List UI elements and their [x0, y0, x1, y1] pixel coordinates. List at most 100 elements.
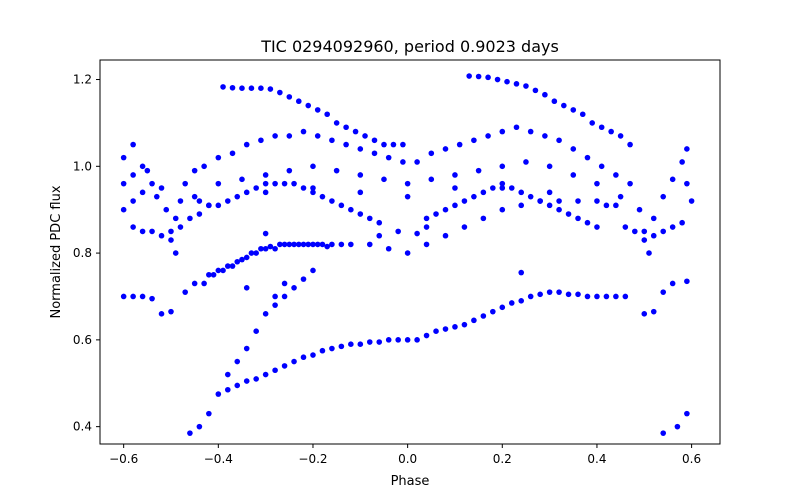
data-point: [504, 78, 510, 85]
data-point: [627, 141, 633, 148]
data-point: [314, 241, 321, 248]
data-point: [608, 128, 614, 135]
data-point: [603, 202, 610, 209]
data-point: [329, 241, 335, 248]
data-point: [319, 241, 326, 248]
data-point: [357, 211, 364, 217]
data-point: [291, 285, 297, 291]
data-point: [300, 354, 307, 361]
data-point: [310, 267, 316, 274]
data-point: [144, 167, 151, 174]
data-point: [461, 321, 468, 328]
data-point: [537, 291, 543, 298]
data-point: [684, 146, 690, 152]
data-point: [191, 167, 198, 174]
data-point: [281, 363, 288, 369]
data-point: [632, 228, 638, 235]
data-point: [452, 172, 458, 178]
data-point: [120, 206, 127, 213]
data-point: [253, 185, 259, 191]
data-point: [376, 339, 383, 345]
data-point: [300, 185, 307, 191]
data-point: [485, 74, 491, 81]
data-point: [272, 302, 278, 308]
data-point: [215, 180, 222, 187]
data-point: [366, 339, 373, 345]
data-point: [338, 202, 345, 209]
data-point: [224, 263, 231, 269]
data-point: [452, 202, 458, 209]
data-point: [617, 133, 624, 139]
data-point: [404, 337, 411, 343]
data-point: [338, 343, 345, 350]
data-point: [622, 293, 629, 300]
data-point: [433, 328, 439, 334]
data-point: [262, 245, 269, 252]
data-point: [523, 159, 529, 165]
data-point: [499, 180, 506, 187]
data-point: [603, 293, 610, 300]
data-point: [338, 241, 345, 248]
data-point: [267, 86, 274, 92]
y-tick-label: 0.4: [73, 420, 92, 434]
data-point: [130, 141, 136, 148]
data-point: [158, 185, 165, 191]
data-point: [594, 198, 600, 204]
data-point: [300, 241, 307, 248]
data-point: [215, 267, 222, 274]
data-point: [584, 219, 591, 226]
data-point: [333, 167, 340, 174]
data-point: [172, 250, 179, 256]
data-point: [660, 228, 667, 235]
data-point: [400, 159, 406, 165]
data-point: [428, 150, 435, 157]
data-point: [594, 293, 600, 300]
data-point: [153, 193, 160, 200]
data-point: [206, 410, 212, 417]
x-axis-label: Phase: [391, 474, 430, 489]
data-point: [120, 154, 127, 161]
data-point: [556, 206, 562, 213]
data-point: [305, 102, 312, 109]
data-point: [187, 215, 193, 222]
data-point: [201, 280, 207, 287]
data-point: [650, 232, 657, 239]
data-point: [376, 219, 383, 226]
data-point: [385, 154, 392, 161]
data-point: [480, 189, 487, 196]
data-point: [291, 358, 297, 365]
data-point: [660, 193, 667, 200]
data-point: [570, 146, 577, 152]
data-point: [641, 311, 648, 317]
y-axis-label: Normalized PDC flux: [49, 185, 64, 318]
data-point: [452, 185, 458, 191]
data-point: [281, 241, 288, 248]
data-point: [471, 137, 477, 144]
data-point: [224, 198, 231, 204]
data-point: [475, 73, 482, 80]
data-point: [281, 180, 288, 187]
data-point: [646, 250, 652, 256]
y-tick-label: 1.2: [73, 73, 92, 87]
data-point: [636, 206, 643, 213]
data-point: [660, 289, 667, 295]
data-point: [130, 198, 136, 204]
data-point: [357, 146, 364, 152]
data-point: [177, 224, 184, 230]
data-point: [295, 98, 302, 105]
data-point: [518, 189, 525, 196]
data-point: [234, 258, 241, 265]
data-point: [168, 228, 174, 235]
data-point: [291, 241, 297, 248]
data-point: [182, 289, 188, 295]
data-point: [475, 167, 482, 174]
data-point: [314, 107, 321, 113]
data-point: [300, 128, 307, 135]
data-point: [480, 313, 487, 319]
data-point: [499, 128, 506, 135]
data-point: [674, 423, 681, 430]
data-point: [371, 150, 378, 157]
data-point: [579, 111, 586, 118]
data-point: [286, 167, 293, 174]
